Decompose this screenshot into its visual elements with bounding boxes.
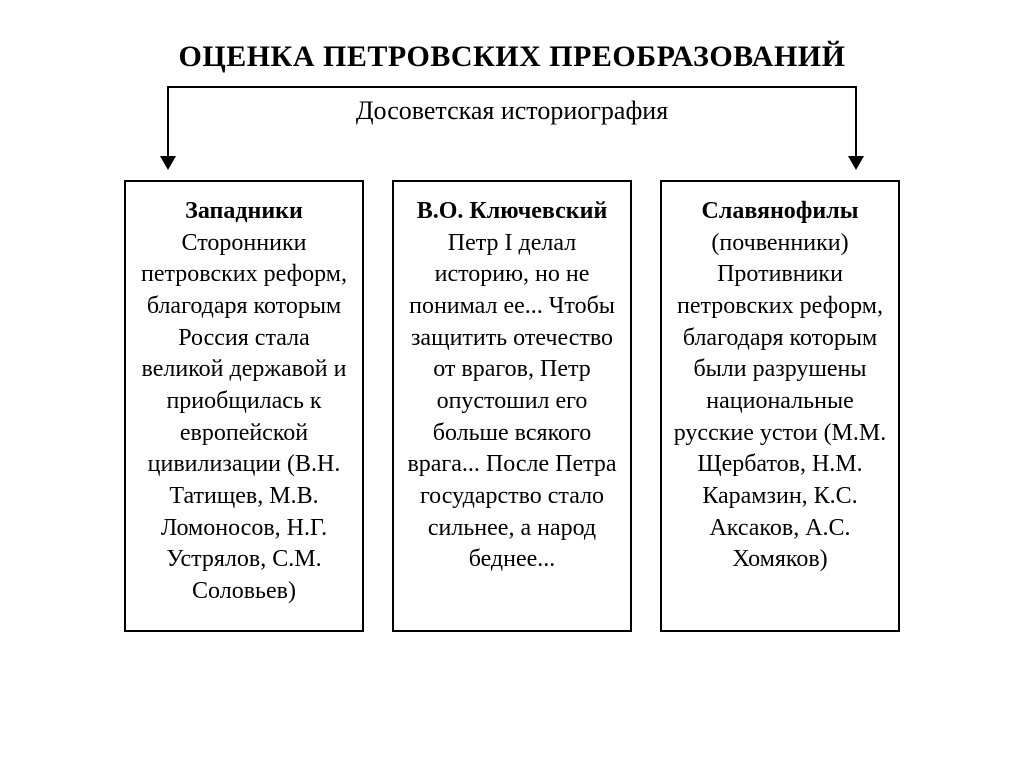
column-heading: Западники <box>136 196 352 228</box>
arrowhead-left-icon <box>160 156 176 170</box>
subtitle-text: Досоветская историография <box>167 86 857 126</box>
columns-container: Западники Сторонники петровских реформ, … <box>0 180 1024 632</box>
column-westernizers: Западники Сторонники петровских реформ, … <box>124 180 364 632</box>
column-slavophiles: Славянофилы (почвенники) Противники петр… <box>660 180 900 632</box>
column-klyuchevsky: В.О. Ключевский Петр I делал историю, но… <box>392 180 632 632</box>
subtitle-bracket: Досоветская историография <box>167 86 857 126</box>
column-body: Петр I делал историю, но не понимал ее..… <box>404 228 620 576</box>
page-title: ОЦЕНКА ПЕТРОВСКИХ ПРЕОБРАЗОВАНИЙ <box>0 40 1024 74</box>
arrowhead-right-icon <box>848 156 864 170</box>
column-heading: В.О. Ключевский <box>404 196 620 228</box>
bracket-top-line <box>167 86 857 88</box>
column-heading: Славянофилы <box>672 196 888 228</box>
bracket-right-line <box>855 86 857 156</box>
column-body: (почвенники) Противники петровских рефор… <box>672 228 888 576</box>
bracket-left-line <box>167 86 169 156</box>
column-body: Сторонники петровских реформ, благодаря … <box>136 228 352 608</box>
